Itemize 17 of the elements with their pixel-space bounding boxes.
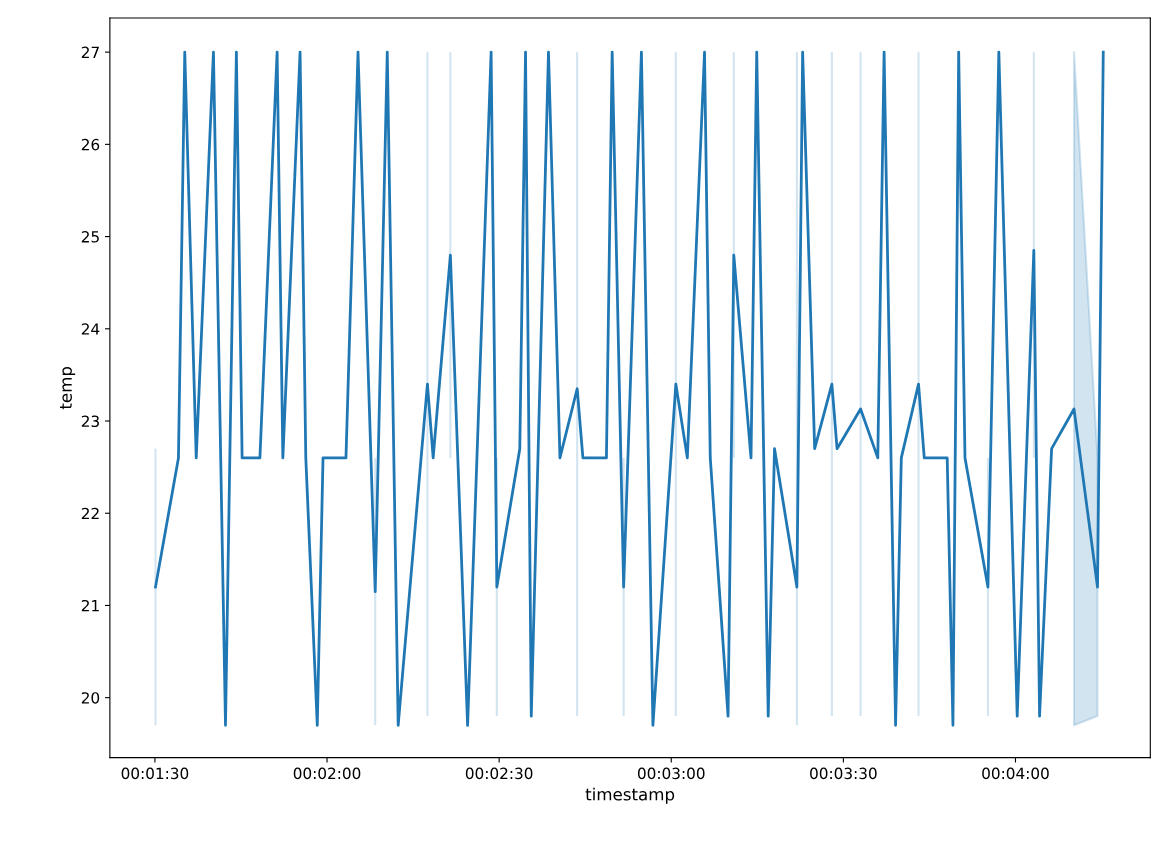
y-tick-label: 24 <box>81 323 100 335</box>
x-tick-label: 00:03:00 <box>637 767 705 780</box>
y-tick-label: 25 <box>81 231 99 243</box>
y-axis-title: temp <box>60 366 76 410</box>
y-tick-label: 23 <box>81 415 99 428</box>
y-tick-label: 20 <box>81 692 100 704</box>
x-tick-label: 00:02:30 <box>465 767 533 780</box>
x-axis-title: timestamp <box>585 787 675 804</box>
y-tick-label: 27 <box>81 46 99 58</box>
y-tick-label: 26 <box>81 138 100 151</box>
x-tick-label: 00:02:00 <box>293 767 361 780</box>
x-tick-label: 00:03:30 <box>810 767 877 780</box>
y-tick-label: 21 <box>81 599 99 612</box>
x-tick-label: 00:01:30 <box>121 767 189 780</box>
y-tick-label: 22 <box>81 507 99 520</box>
line-series <box>154 50 1105 727</box>
x-tick-label: 00:04:00 <box>982 767 1049 780</box>
